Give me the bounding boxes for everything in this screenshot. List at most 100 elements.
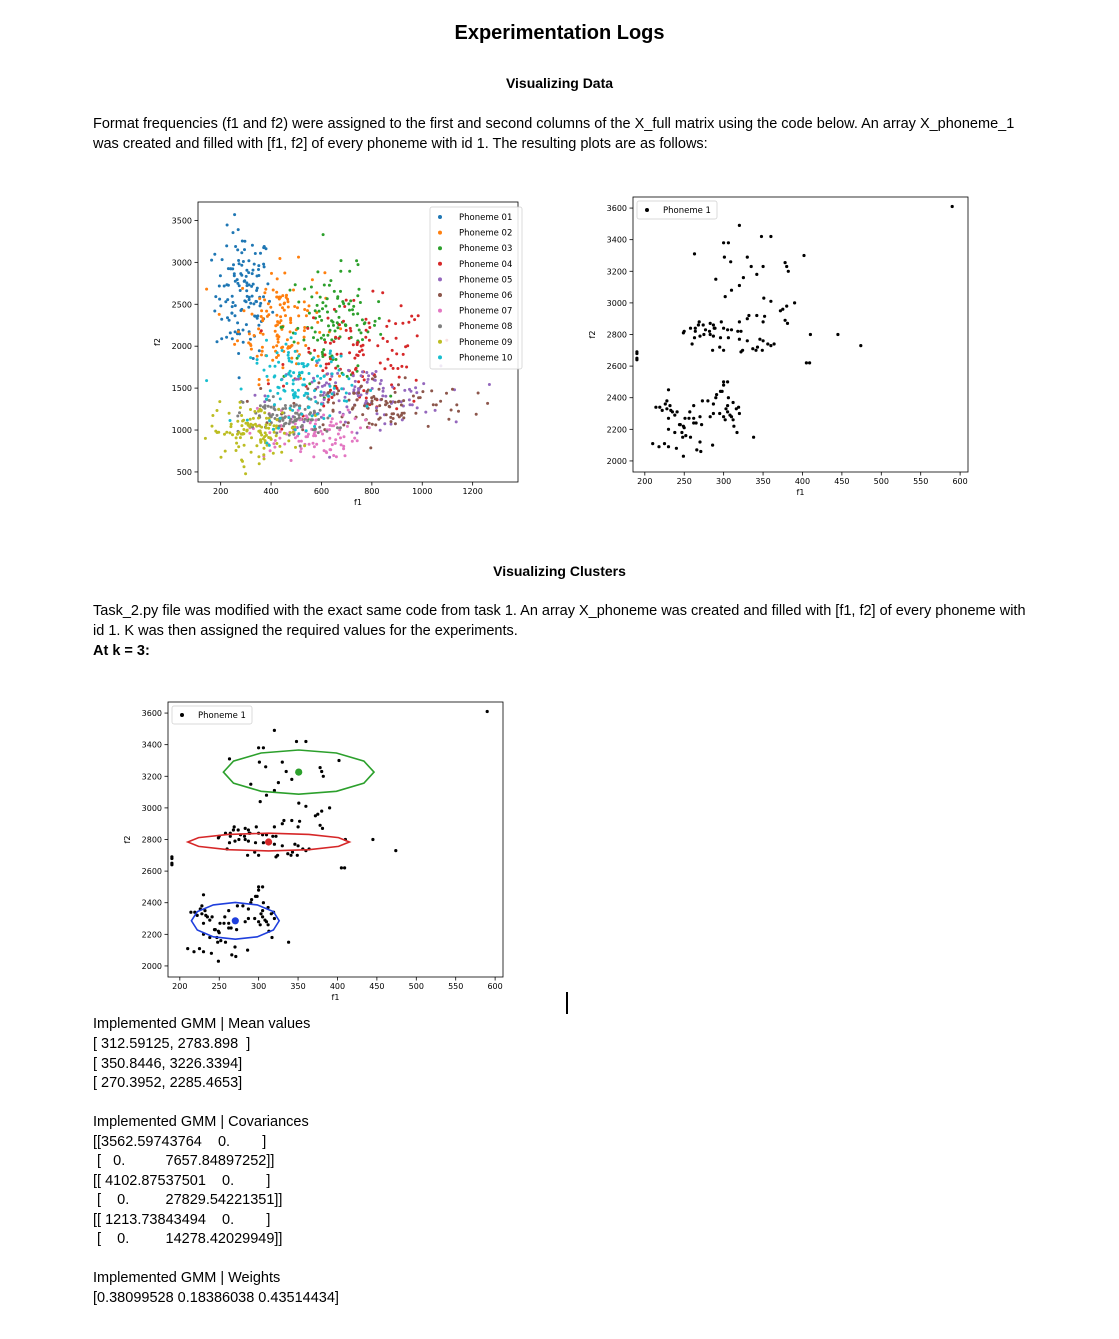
data-point <box>309 285 313 289</box>
data-point <box>695 448 699 452</box>
data-point <box>224 300 228 304</box>
data-point <box>245 418 249 422</box>
data-point <box>317 358 321 362</box>
data-point <box>312 455 316 459</box>
data-point <box>275 424 279 428</box>
data-point <box>330 338 334 342</box>
data-point <box>241 904 245 908</box>
cluster-contour <box>222 749 376 796</box>
data-point <box>210 915 214 919</box>
data-point <box>674 446 678 450</box>
data-point <box>711 323 715 327</box>
data-point <box>215 409 219 412</box>
data-point <box>259 431 263 435</box>
y-axis-label: f2 <box>588 331 597 339</box>
data-point <box>225 283 229 287</box>
data-point <box>341 373 345 377</box>
covariance-row: [[ 1213.73843494 0. ] <box>93 1212 271 1228</box>
data-point <box>295 411 299 415</box>
data-point <box>242 418 246 422</box>
data-point <box>230 311 234 315</box>
data-point <box>315 303 319 307</box>
y-tick-label: 1500 <box>172 384 192 393</box>
data-point <box>387 319 391 323</box>
data-point <box>724 407 728 411</box>
data-point <box>355 439 359 443</box>
data-point <box>328 328 332 332</box>
data-point <box>247 259 251 263</box>
data-point <box>257 888 261 892</box>
data-point <box>715 393 719 397</box>
data-point <box>216 940 220 944</box>
data-point <box>354 366 358 370</box>
data-point <box>279 319 283 323</box>
data-point <box>318 295 322 299</box>
data-point <box>434 403 438 407</box>
data-point <box>330 372 334 376</box>
data-point <box>280 844 284 848</box>
data-point <box>703 328 708 332</box>
data-point <box>385 340 389 343</box>
data-point <box>675 410 679 414</box>
data-point <box>261 885 265 889</box>
x-tick-label: 400 <box>263 487 278 496</box>
data-point <box>261 437 265 441</box>
data-point <box>306 309 309 313</box>
data-point <box>319 415 323 419</box>
data-point <box>306 419 310 423</box>
data-point <box>259 408 263 412</box>
data-point <box>364 396 368 400</box>
data-point <box>688 410 692 414</box>
data-point <box>306 387 310 391</box>
data-point <box>316 320 320 324</box>
data-point <box>223 940 228 944</box>
data-point <box>257 274 261 277</box>
data-point <box>245 284 249 288</box>
data-point <box>396 367 400 370</box>
y-tick-label: 2000 <box>607 457 627 466</box>
data-point <box>737 405 741 409</box>
data-point <box>358 301 362 304</box>
legend-label: Phoneme 01 <box>459 213 512 223</box>
data-point <box>286 305 290 309</box>
data-point <box>347 336 351 340</box>
data-point <box>321 774 325 778</box>
covariance-row: [[3562.59743764 0. ] <box>93 1134 267 1150</box>
data-point <box>330 443 334 447</box>
data-point <box>288 431 292 435</box>
data-point <box>290 356 294 360</box>
data-point <box>315 442 319 446</box>
data-point <box>371 289 375 293</box>
y-tick-label: 2200 <box>607 425 627 434</box>
data-point <box>271 345 275 349</box>
data-point <box>281 306 284 310</box>
data-point <box>344 328 348 332</box>
data-point <box>268 299 271 303</box>
y-tick-label: 2000 <box>172 342 192 351</box>
data-point <box>258 404 262 408</box>
data-point <box>313 309 317 313</box>
data-point <box>384 413 388 417</box>
data-point <box>257 885 261 889</box>
data-point <box>344 391 348 395</box>
data-point <box>760 348 764 352</box>
data-point <box>210 424 214 428</box>
data-point <box>381 291 385 295</box>
data-point <box>338 304 342 308</box>
y-tick-label: 3600 <box>607 204 627 213</box>
data-point <box>808 361 812 365</box>
data-point <box>278 436 282 440</box>
data-point <box>286 346 290 350</box>
data-point <box>234 245 238 248</box>
data-point <box>236 419 240 423</box>
data-point <box>314 418 318 422</box>
data-point <box>242 443 246 447</box>
data-point <box>666 445 671 449</box>
section-heading-visualizing-data: Visualizing Data <box>505 75 614 91</box>
data-point <box>296 326 300 330</box>
data-point <box>197 947 202 951</box>
data-point <box>349 329 353 333</box>
covariance-row: [[ 4102.87537501 0. ] <box>93 1173 271 1189</box>
data-point <box>241 260 245 263</box>
data-point <box>251 282 255 286</box>
